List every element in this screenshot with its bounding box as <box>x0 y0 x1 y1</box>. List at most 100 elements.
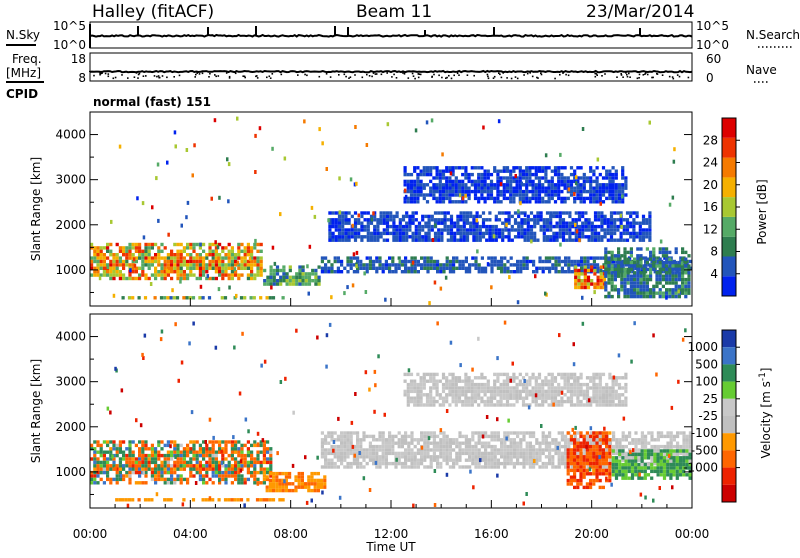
heat-cell <box>684 281 687 284</box>
heat-cell <box>567 176 570 179</box>
heat-cell <box>608 197 611 200</box>
heat-cell <box>173 444 176 447</box>
heat-cell <box>151 246 154 249</box>
heat-cell <box>556 225 559 228</box>
heat-cell <box>343 465 346 468</box>
heat-cell <box>128 444 131 447</box>
heat-cell <box>607 251 610 254</box>
heat-cell <box>529 431 532 434</box>
heat-cell <box>652 258 655 261</box>
heat-cell <box>224 498 227 501</box>
heat-cell <box>314 276 317 279</box>
heat-cell <box>649 251 652 254</box>
heat-cell <box>617 254 620 257</box>
heat-cell <box>627 288 630 291</box>
heat-cell <box>135 468 138 471</box>
heat-cell <box>561 435 564 438</box>
heat-cell <box>429 166 432 169</box>
heat-cell <box>269 498 272 501</box>
heat-cell <box>189 457 192 460</box>
heat-cell <box>424 232 427 235</box>
heat-cell <box>634 466 637 469</box>
heat-cell <box>644 438 647 441</box>
heat-cell <box>616 239 619 242</box>
heat-cell <box>356 465 359 468</box>
heat-cell <box>434 232 437 235</box>
heat-cell <box>605 462 608 465</box>
heat-cell <box>604 264 607 267</box>
heat-cell <box>215 461 218 464</box>
heat-cell <box>579 431 582 434</box>
heat-cell <box>500 267 503 270</box>
heat-cell <box>135 461 138 464</box>
heat-cell <box>421 218 424 221</box>
heat-cell <box>167 478 170 481</box>
heat-cell <box>604 222 607 225</box>
heat-cell <box>182 296 185 299</box>
heat-cell <box>446 459 449 462</box>
heat-cell <box>604 232 607 235</box>
heat-cell <box>253 277 256 280</box>
heat-cell <box>639 261 642 264</box>
heat-cell <box>522 200 525 203</box>
heat-cell <box>481 267 484 270</box>
heat-cell <box>668 251 671 254</box>
heat-cell <box>402 228 405 231</box>
heat-cell <box>366 435 369 438</box>
heat-cell <box>589 190 592 193</box>
heat-cell <box>448 187 451 190</box>
heat-cell <box>202 270 205 273</box>
heat-cell <box>106 471 109 474</box>
heat-cell <box>407 183 410 186</box>
heat-cell-sparse <box>321 141 324 145</box>
heat-cell <box>652 285 655 288</box>
heat-cell <box>687 288 690 291</box>
heat-cell <box>577 286 580 289</box>
heat-cell <box>520 232 523 235</box>
heat-cell <box>428 239 431 242</box>
heat-cell <box>663 473 666 476</box>
heat-cell <box>240 250 243 253</box>
heat-cell <box>682 449 685 452</box>
nave-point <box>127 77 129 79</box>
heat-cell <box>420 383 423 386</box>
nave-point <box>412 73 414 75</box>
heat-cell <box>639 235 642 238</box>
heat-cell <box>579 462 582 465</box>
heat-cell <box>625 455 628 458</box>
nave-point <box>499 74 501 76</box>
nave-point <box>115 77 117 79</box>
heat-cell <box>272 498 275 501</box>
heat-cell <box>278 479 281 482</box>
heat-cell <box>610 225 613 228</box>
heat-cell <box>662 268 665 271</box>
heat-cell <box>362 431 365 434</box>
heat-cell <box>630 278 633 281</box>
heat-cell <box>468 180 471 183</box>
heat-cell <box>484 270 487 273</box>
heat-cell <box>639 292 642 295</box>
heat-cell <box>369 455 372 458</box>
heat-cell <box>212 260 215 263</box>
heat-cell <box>580 176 583 179</box>
heat-cell <box>626 218 629 221</box>
heat-cell <box>151 461 154 464</box>
heat-cell <box>337 260 340 263</box>
heat-cell <box>584 272 587 275</box>
heat-cell <box>122 263 125 266</box>
nave-point <box>108 76 110 78</box>
heat-cell <box>205 447 208 450</box>
heat-cell-sparse <box>274 262 277 266</box>
heat-cell <box>343 442 346 445</box>
heat-cell <box>583 462 586 465</box>
heat-cell <box>442 170 445 173</box>
heat-cell <box>362 263 365 266</box>
heat-cell <box>122 451 125 454</box>
heat-cell <box>458 187 461 190</box>
heat-cell <box>519 170 522 173</box>
heat-cell <box>567 472 570 475</box>
heat-cell <box>244 457 247 460</box>
heat-cell <box>186 277 189 280</box>
heat-cell <box>480 166 483 169</box>
heat-cell <box>532 270 535 273</box>
